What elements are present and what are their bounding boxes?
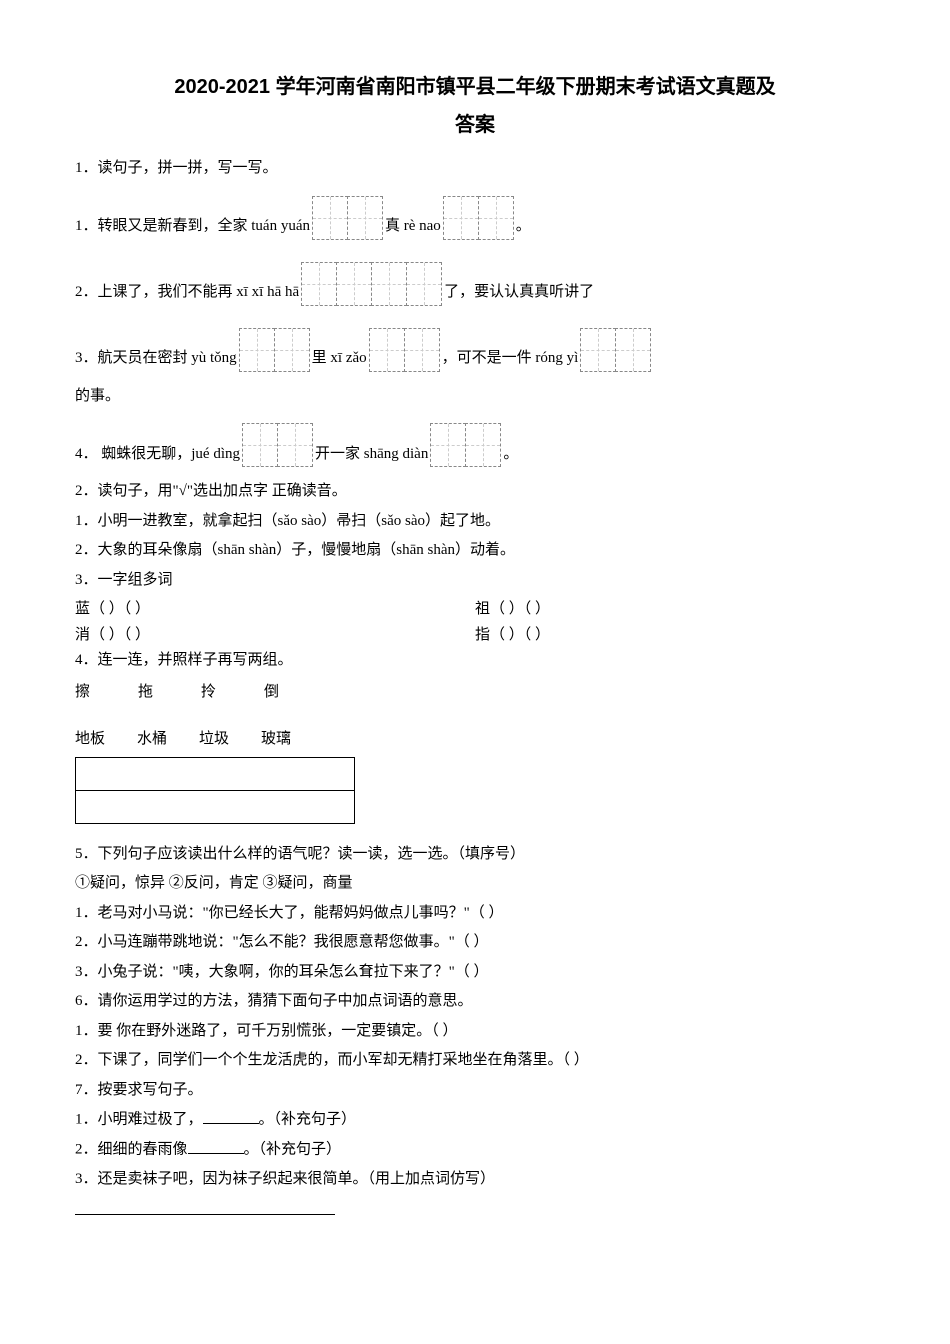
q3-row1: 蓝（ ）（ ） 祖（ ）（ ）	[75, 597, 875, 623]
q4-answer-rects[interactable]	[75, 757, 875, 824]
q1-s2-text-b: 了，要认认真真听讲了	[444, 280, 594, 306]
q6-s1: 1．要 你在野外迷路了，可千万别慌张，一定要镇定。（ ）	[75, 1019, 875, 1045]
writing-boxes[interactable]	[301, 262, 442, 306]
writing-boxes[interactable]	[430, 423, 501, 467]
q4-top-row: 擦 拖 拎 倒	[75, 680, 875, 706]
q4-top-0: 擦	[75, 680, 90, 706]
q1-s3-text-c: ，可不是一件 róng yì	[442, 346, 579, 372]
q1-sub4: 4． 蜘蛛很无聊，jué dìng 开一家 shāng diàn 。	[75, 423, 875, 467]
q1-s1-text-a: 1．转眼又是新春到，全家 tuán yuán	[75, 214, 310, 240]
doc-title-line1: 2020-2021 学年河南省南阳市镇平县二年级下册期末考试语文真题及	[75, 70, 875, 104]
q1-s1-text-b: 真 rè nao	[385, 214, 441, 240]
q4-bottom-row: 地板 水桶 垃圾 玻璃	[75, 727, 875, 753]
q1-s4-text-c: 。	[503, 442, 518, 468]
writing-boxes[interactable]	[239, 328, 310, 372]
q3-r2b: 指（ ）（ ）	[475, 623, 875, 649]
q4-top-2: 拎	[201, 680, 216, 706]
doc-title-line2: 答案	[75, 108, 875, 142]
q5-s2: 2．小马连蹦带跳地说："怎么不能？我很愿意帮您做事。"（ ）	[75, 930, 875, 956]
q7-s1-b: 。（补充句子）	[259, 1112, 357, 1128]
q5-s3: 3．小兔子说："咦，大象啊，你的耳朵怎么耷拉下来了？"（ ）	[75, 960, 875, 986]
q7-s2-b: 。（补充句子）	[244, 1142, 342, 1158]
q5-s1: 1．老马对小马说："你已经长大了，能帮妈妈做点儿事吗？"（ ）	[75, 901, 875, 927]
q4-bottom-0: 地板	[75, 727, 105, 753]
q1-sub3: 3．航天员在密封 yù tǒng 里 xī zǎo ，可不是一件 róng yì	[75, 328, 875, 372]
q3-r2a: 消（ ）（ ）	[75, 623, 475, 649]
writing-boxes[interactable]	[312, 196, 383, 240]
writing-boxes[interactable]	[369, 328, 440, 372]
q7-s1: 1．小明难过极了， 。（补充句子）	[75, 1107, 875, 1133]
q1-sub2: 2．上课了，我们不能再 xī xī hā hā 了，要认认真真听讲了	[75, 262, 875, 306]
q1-s3-text-a: 3．航天员在密封 yù tǒng	[75, 346, 237, 372]
fill-blank[interactable]	[203, 1107, 259, 1124]
q5-opts: ①疑问，惊异 ②反问，肯定 ③疑问，商量	[75, 871, 875, 897]
q2-s2: 2．大象的耳朵像扇（shān shàn）子，慢慢地扇（shān shàn）动着。	[75, 538, 875, 564]
fill-blank[interactable]	[188, 1137, 244, 1154]
answer-line[interactable]	[75, 1199, 335, 1216]
q3-row2: 消（ ）（ ） 指（ ）（ ）	[75, 623, 875, 649]
q2-stem: 2．读句子，用"√"选出加点字 正确读音。	[75, 479, 875, 505]
q4-bottom-3: 玻璃	[261, 727, 291, 753]
q4-top-3: 倒	[264, 680, 279, 706]
q6-stem: 6．请你运用学过的方法，猜猜下面句子中加点词语的意思。	[75, 989, 875, 1015]
q1-s3-text-d: 的事。	[75, 384, 875, 410]
q3-stem: 3．一字组多词	[75, 568, 875, 594]
q1-s1-text-c: 。	[516, 214, 531, 240]
writing-boxes[interactable]	[443, 196, 514, 240]
writing-boxes[interactable]	[242, 423, 313, 467]
q7-s3: 3．还是卖袜子吧，因为袜子织起来很简单。（用上加点词仿写）	[75, 1167, 875, 1193]
q1-stem: 1．读句子，拼一拼，写一写。	[75, 156, 875, 182]
q2-s1: 1．小明一进教室，就拿起扫（sǎo sào）帚扫（sǎo sào）起了地。	[75, 509, 875, 535]
writing-boxes[interactable]	[580, 328, 651, 372]
q1-s3-text-b: 里 xī zǎo	[312, 346, 367, 372]
q4-top-1: 拖	[138, 680, 153, 706]
q1-s4-text-a: 4． 蜘蛛很无聊，jué dìng	[75, 442, 240, 468]
q3-r1b: 祖（ ）（ ）	[475, 597, 875, 623]
q7-s2-a: 2．细细的春雨像	[75, 1142, 188, 1158]
q7-stem: 7．按要求写句子。	[75, 1078, 875, 1104]
q5-stem: 5．下列句子应该读出什么样的语气呢？读一读，选一选。（填序号）	[75, 842, 875, 868]
q1-sub1: 1．转眼又是新春到，全家 tuán yuán 真 rè nao 。	[75, 196, 875, 240]
q4-stem: 4．连一连，并照样子再写两组。	[75, 648, 875, 674]
q4-bottom-2: 垃圾	[199, 727, 229, 753]
q6-s2: 2．下课了，同学们一个个生龙活虎的，而小军却无精打采地坐在角落里。（ ）	[75, 1048, 875, 1074]
q1-s2-text-a: 2．上课了，我们不能再 xī xī hā hā	[75, 280, 299, 306]
q7-s2: 2．细细的春雨像 。（补充句子）	[75, 1137, 875, 1163]
q1-s4-text-b: 开一家 shāng diàn	[315, 442, 428, 468]
q7-s1-a: 1．小明难过极了，	[75, 1112, 203, 1128]
q3-r1a: 蓝（ ）（ ）	[75, 597, 475, 623]
q4-bottom-1: 水桶	[137, 727, 167, 753]
